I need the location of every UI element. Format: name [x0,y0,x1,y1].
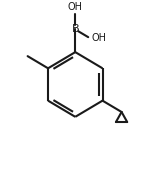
Text: OH: OH [68,3,83,12]
Text: B: B [72,24,79,35]
Text: OH: OH [91,32,106,42]
